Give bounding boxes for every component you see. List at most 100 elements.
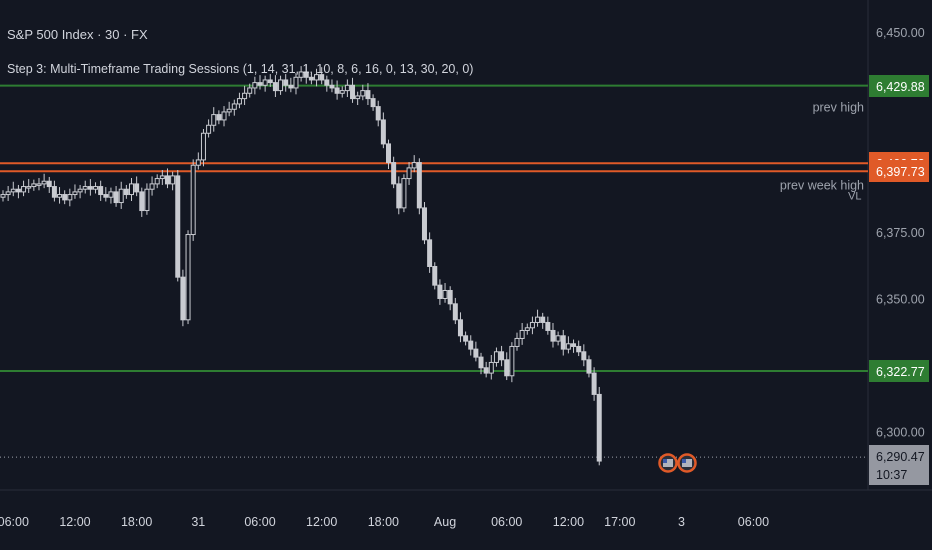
candle: [149, 183, 155, 190]
candle: [468, 340, 474, 350]
candle: [571, 343, 577, 347]
candle: [170, 175, 176, 185]
candle: [380, 119, 386, 145]
candle: [62, 194, 68, 201]
candle: [93, 186, 99, 190]
candle: [421, 207, 427, 241]
level-price-tag-label: 6,429.88: [876, 80, 925, 94]
candle: [293, 76, 299, 89]
study-legend[interactable]: Step 3: Multi-Timeframe Trading Sessions…: [7, 62, 474, 76]
candle: [72, 191, 78, 196]
x-tick-label: 3: [678, 515, 685, 529]
candle: [303, 71, 309, 78]
level-text-label: prev week high: [780, 178, 864, 192]
candle: [267, 79, 273, 84]
candle: [211, 114, 217, 126]
last-price-tag: [869, 445, 929, 485]
candle: [164, 175, 170, 185]
candle: [123, 188, 129, 196]
candle: [288, 84, 294, 89]
x-tick-label: 06:00: [0, 515, 29, 529]
candle: [242, 92, 248, 100]
candle: [401, 178, 407, 209]
flag-icon: [663, 459, 673, 467]
x-tick-label: 18:00: [121, 515, 152, 529]
candle: [0, 194, 6, 198]
candle: [375, 106, 381, 121]
x-tick-label: 06:00: [244, 515, 275, 529]
candle: [334, 87, 340, 94]
candle: [550, 329, 556, 342]
candle: [5, 191, 11, 196]
symbol-title[interactable]: S&P 500 Index · 30 · FX: [7, 27, 148, 42]
candle: [262, 79, 268, 86]
candle: [200, 132, 206, 161]
candle: [396, 183, 402, 209]
candle: [478, 356, 484, 369]
candle: [185, 234, 191, 321]
candle: [365, 90, 371, 100]
level-price-tag: [869, 360, 929, 382]
candle: [272, 82, 278, 92]
candle: [113, 191, 119, 204]
candle: [252, 82, 258, 89]
y-tick-label: 6,350.00: [876, 292, 925, 306]
candle: [129, 183, 134, 196]
candle: [432, 266, 438, 286]
candle: [565, 343, 571, 350]
candle: [360, 90, 366, 97]
level-price-tag: [869, 75, 929, 97]
x-tick-label: 17:00: [604, 515, 635, 529]
candle: [591, 372, 597, 395]
y-tick-label: 6,300.00: [876, 426, 925, 440]
y-tick-label: 6,375.00: [876, 226, 925, 240]
candle: [540, 316, 546, 323]
candle: [257, 82, 263, 86]
candle: [483, 367, 489, 374]
candle: [437, 284, 443, 299]
candle: [46, 180, 52, 188]
candle: [10, 188, 16, 193]
candle: [442, 289, 448, 299]
candle: [576, 345, 582, 353]
candle: [329, 84, 335, 89]
x-tick-label: Aug: [434, 515, 456, 529]
candle: [221, 111, 227, 121]
candle: [324, 79, 330, 86]
candle: [457, 319, 463, 337]
candle: [529, 321, 535, 329]
candle: [278, 79, 284, 92]
flag-canton: [682, 459, 686, 463]
x-tick-label: 06:00: [738, 515, 769, 529]
candle: [103, 194, 109, 198]
x-tick-label: 12:00: [306, 515, 337, 529]
candle: [87, 186, 93, 190]
candle: [298, 71, 304, 78]
candle: [77, 188, 83, 193]
candle: [15, 188, 21, 193]
level-text-label: prev high: [813, 100, 864, 114]
candle: [36, 183, 42, 186]
candle: [226, 108, 232, 113]
candle: [283, 79, 289, 86]
candle: [427, 239, 433, 268]
candle: [406, 167, 412, 180]
candle: [447, 289, 453, 305]
x-tick-label: 12:00: [59, 515, 90, 529]
bar-countdown: 10:37: [876, 468, 907, 482]
candle: [504, 359, 510, 377]
candle: [391, 162, 397, 185]
candle: [411, 162, 417, 169]
candle: [21, 186, 27, 193]
level-suffix-label: VL: [848, 190, 861, 202]
candle: [452, 303, 458, 321]
candle: [154, 178, 160, 185]
candle: [560, 335, 566, 350]
candle: [26, 186, 32, 189]
candle: [463, 335, 469, 342]
candle: [180, 276, 186, 321]
level-price-tag-label: 6,322.77: [876, 365, 925, 379]
x-tick-label: 31: [191, 515, 205, 529]
